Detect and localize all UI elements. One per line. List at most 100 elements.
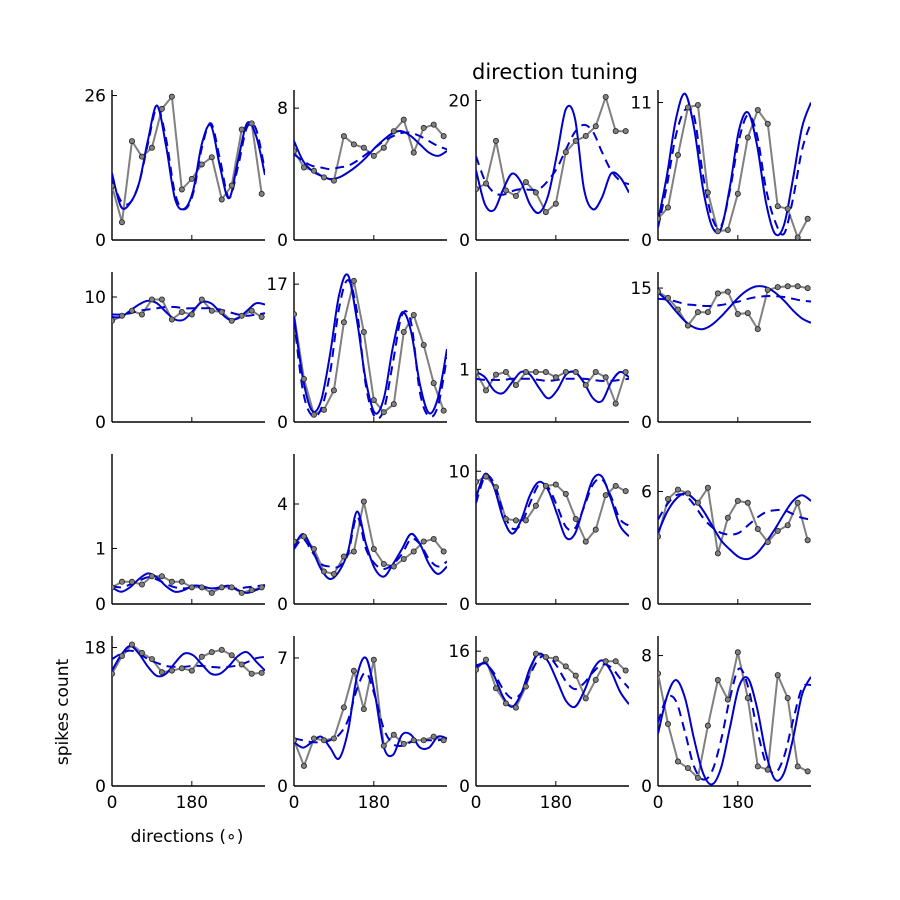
data-point xyxy=(744,310,751,317)
data-point xyxy=(188,175,195,182)
data-point xyxy=(310,546,317,553)
data-point xyxy=(340,553,347,560)
data-point xyxy=(320,737,327,744)
data-point xyxy=(238,589,245,596)
data-point xyxy=(734,190,741,197)
data-point xyxy=(724,514,731,521)
data-point xyxy=(138,581,145,588)
data-point xyxy=(360,498,367,505)
data-point xyxy=(330,735,337,742)
data-point xyxy=(168,578,175,585)
data-point xyxy=(390,401,397,408)
tuning-panel: 0 16 0 180 xyxy=(448,636,629,813)
data-point xyxy=(552,374,559,381)
data-point xyxy=(622,368,629,375)
data-point xyxy=(482,473,489,480)
data-point xyxy=(168,316,175,323)
tuning-panel: 06 xyxy=(641,454,811,615)
x-tick-label: 0 xyxy=(471,793,482,813)
data-point xyxy=(248,670,255,677)
data-point xyxy=(300,762,307,769)
data-point xyxy=(258,669,265,676)
data-point xyxy=(390,563,397,570)
data-point xyxy=(294,311,297,318)
y-tick-label: 16 xyxy=(448,642,470,662)
data-point xyxy=(310,411,317,418)
data-point xyxy=(784,522,791,529)
data-point xyxy=(476,478,479,485)
data-point xyxy=(390,731,397,738)
data-point xyxy=(128,138,135,145)
data-point xyxy=(410,149,417,156)
y-tick-label: 15 xyxy=(630,279,652,299)
x-tick-label: 180 xyxy=(722,793,754,813)
data-point xyxy=(218,308,225,315)
data-point xyxy=(476,666,479,673)
tuning-panel: 0 20 xyxy=(448,90,629,251)
data-point xyxy=(188,667,195,674)
data-point xyxy=(228,584,235,591)
data-point xyxy=(582,695,589,702)
data-point xyxy=(118,578,125,585)
tuning-panel: 0 15 xyxy=(630,272,811,433)
data-point xyxy=(158,669,165,676)
data-point xyxy=(294,538,297,545)
data-point xyxy=(572,516,579,523)
data-point xyxy=(512,382,519,389)
data-point xyxy=(198,653,205,660)
data-point xyxy=(112,317,115,324)
data-point xyxy=(612,658,619,665)
data-point xyxy=(744,134,751,141)
data-point xyxy=(522,368,529,375)
data-point xyxy=(512,193,519,200)
plot-area xyxy=(476,472,629,545)
y-tick-label: 0 xyxy=(277,595,288,615)
data-point xyxy=(168,667,175,674)
data-point xyxy=(562,490,569,497)
data-point xyxy=(674,306,681,313)
data-point xyxy=(602,492,609,499)
data-point xyxy=(400,116,407,123)
data-point xyxy=(350,667,357,674)
data-point xyxy=(294,737,297,744)
fit-curve-dashed xyxy=(476,377,629,383)
data-point xyxy=(724,288,731,295)
data-point xyxy=(774,203,781,210)
data-point xyxy=(148,656,155,663)
data-point xyxy=(612,482,619,489)
data-point xyxy=(542,209,549,216)
data-point xyxy=(754,107,761,114)
data-point xyxy=(208,589,215,596)
data-point xyxy=(188,311,195,318)
plot-area xyxy=(658,484,811,561)
data-point xyxy=(320,406,327,413)
plot-area xyxy=(476,650,629,711)
data-point xyxy=(684,322,691,329)
data-point xyxy=(664,294,671,301)
fit-curve-dashed xyxy=(112,649,265,669)
data-point xyxy=(118,312,125,319)
data-point xyxy=(674,758,681,765)
data-point xyxy=(794,234,801,240)
observed-line xyxy=(476,370,627,407)
data-point xyxy=(330,177,337,184)
observed-line xyxy=(112,643,262,675)
data-point xyxy=(430,121,437,128)
y-tick-label: 11 xyxy=(630,94,652,114)
data-point xyxy=(178,578,185,585)
y-tick-label: 18 xyxy=(84,639,106,659)
y-tick-label: 0 xyxy=(277,413,288,433)
data-point xyxy=(542,654,549,661)
tuning-panel: 01 xyxy=(95,454,265,615)
data-point xyxy=(168,93,175,100)
fit-curve-dashed xyxy=(476,123,629,196)
x-tick-label: 0 xyxy=(107,793,118,813)
data-point xyxy=(410,737,417,744)
data-point xyxy=(340,319,347,326)
data-point xyxy=(658,215,661,222)
data-point xyxy=(502,368,509,375)
fit-curve-dashed xyxy=(658,295,811,308)
data-point xyxy=(684,490,691,497)
